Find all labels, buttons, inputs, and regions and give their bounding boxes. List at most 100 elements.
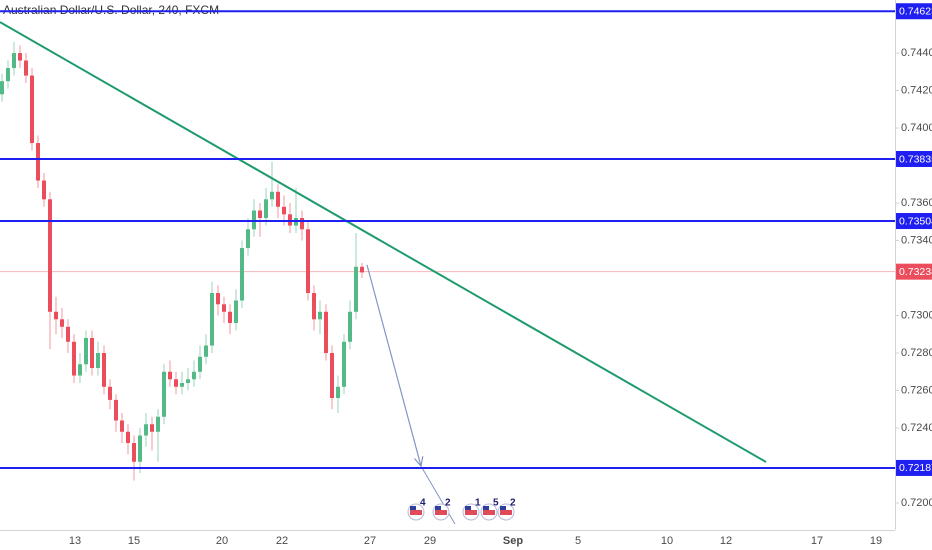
event-count: 5: [493, 498, 499, 509]
x-tick-label: 5: [575, 535, 581, 547]
candle-body: [264, 199, 268, 219]
candle-body: [36, 143, 40, 181]
candle-body: [24, 60, 28, 76]
candle-body: [30, 75, 34, 144]
arrow-head: [420, 456, 424, 467]
level-label-box: [896, 213, 932, 230]
event-flag: [407, 503, 425, 521]
candle-body: [66, 326, 70, 342]
candle-body: [348, 311, 352, 342]
event-icon-blue: [410, 506, 416, 510]
x-tick-label: 17: [811, 535, 823, 547]
candle-body: [306, 229, 310, 294]
candle-body: [78, 364, 82, 376]
x-tick-label: 13: [69, 535, 81, 547]
candle-body: [156, 416, 160, 432]
candle-body: [150, 424, 154, 432]
candle-body: [6, 68, 10, 82]
level-label: 0.73835: [899, 153, 932, 165]
candle-body: [168, 371, 172, 380]
candle-body: [18, 53, 22, 61]
event-icon-blue: [483, 506, 489, 510]
event-icon-red: [500, 510, 512, 515]
candle-body: [360, 266, 364, 273]
level-label-box: [896, 459, 932, 476]
candle-body: [114, 399, 118, 421]
candle-body: [342, 341, 346, 387]
arrow: [366, 264, 422, 467]
x-tick-label: 22: [276, 535, 288, 547]
candle-body: [312, 293, 316, 320]
event-count: 4: [420, 498, 426, 509]
last-price-box: [896, 263, 932, 280]
candle-body: [0, 81, 4, 95]
candle-body: [54, 311, 58, 320]
candle-body: [60, 319, 64, 327]
candle-body: [180, 383, 184, 387]
candle-body: [240, 248, 244, 301]
level-label: 0.74623: [899, 6, 932, 18]
event-flag: [462, 503, 480, 521]
candle-body: [270, 191, 274, 200]
event-flag: [497, 503, 515, 521]
x-tick-label: 19: [870, 535, 882, 547]
x-tick-label: Sep: [503, 535, 523, 547]
event-flag: [480, 503, 498, 521]
candle-body: [138, 435, 142, 462]
candle-body: [132, 443, 136, 462]
event-icon-red: [410, 510, 422, 515]
event-icon-red: [483, 510, 495, 515]
trend-line: [0, 21, 767, 463]
candle-body: [324, 311, 328, 354]
level-label-box: [896, 3, 932, 20]
candle-body: [162, 371, 166, 417]
candle-body: [276, 191, 280, 207]
candle-body: [228, 311, 232, 324]
event-icon-blue: [465, 506, 471, 510]
candle-body: [48, 199, 52, 312]
x-tick-label: 27: [364, 535, 376, 547]
candle-body: [84, 338, 88, 365]
candle-body: [222, 304, 226, 312]
candle-body: [258, 210, 262, 219]
event-count: 1: [475, 498, 481, 509]
event-count: 2: [445, 498, 451, 509]
candle-body: [108, 386, 112, 400]
candle-body: [120, 420, 124, 432]
candle-body: [126, 431, 130, 444]
x-tick-label: 10: [661, 535, 673, 547]
candle-body: [192, 371, 196, 380]
candle-body: [90, 338, 94, 369]
candle-body: [354, 266, 358, 312]
event-flag: [432, 503, 450, 521]
level-label-box: [896, 150, 932, 167]
arrow-tail: [420, 465, 456, 525]
x-tick-label: 12: [720, 535, 732, 547]
x-tick-label: 15: [128, 535, 140, 547]
candle-body: [174, 379, 178, 387]
arrow-head: [414, 458, 422, 467]
y-tick-label: 0.72000: [901, 497, 932, 509]
candle-body: [246, 229, 250, 249]
candle-body: [318, 311, 322, 320]
candle-body: [204, 345, 208, 357]
candle-body: [216, 293, 220, 305]
candle-body: [330, 353, 334, 399]
event-icon-red: [465, 510, 477, 515]
candle-body: [198, 356, 202, 372]
candle-body: [96, 353, 100, 369]
candle-body: [282, 206, 286, 215]
chart-title: Australian Dollar/U.S. Dollar, 240, FXCM: [3, 3, 219, 17]
candle-body: [144, 424, 148, 436]
candle-body: [12, 53, 16, 69]
